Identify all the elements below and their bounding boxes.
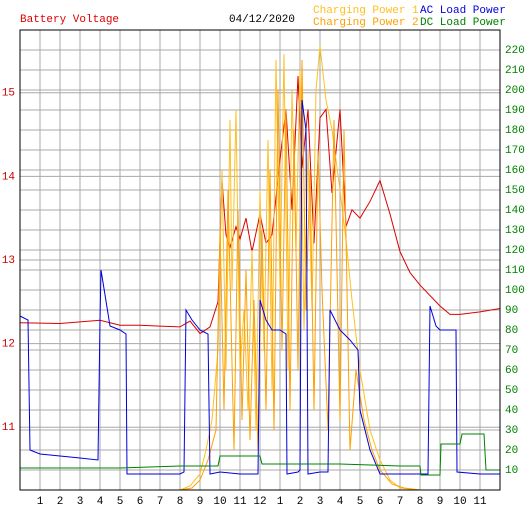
y2-tick-label: 140 (505, 205, 525, 217)
x-tick-label: 2 (57, 496, 64, 508)
x-tick-label: 11 (473, 496, 487, 508)
series-line (20, 59, 500, 491)
series-line (19, 75, 501, 335)
y-tick-label: 15 (2, 88, 15, 100)
y-tick-label: 11 (2, 422, 16, 434)
x-tick-label: 8 (417, 496, 424, 508)
y2-tick-label: 30 (505, 425, 518, 437)
y2-tick-label: 130 (505, 225, 525, 237)
y2-tick-label: 180 (505, 125, 525, 137)
x-tick-label: 7 (157, 496, 164, 508)
x-tick-label: 12 (253, 496, 266, 508)
y2-tick-label: 40 (505, 405, 518, 417)
legend-label: DC Load Power (420, 17, 506, 29)
x-tick-label: 5 (117, 496, 124, 508)
x-tick-label: 3 (317, 496, 324, 508)
x-tick-label: 8 (177, 496, 184, 508)
y2-tick-label: 160 (505, 165, 525, 177)
x-tick-label: 3 (77, 496, 84, 508)
series-line (19, 99, 500, 475)
x-tick-label: 6 (377, 496, 384, 508)
y2-tick-label: 120 (505, 245, 525, 257)
x-tick-label: 9 (437, 496, 444, 508)
y2-tick-label: 20 (505, 445, 518, 457)
y2-tick-label: 170 (505, 145, 525, 157)
y2-tick-label: 50 (505, 385, 518, 397)
plot-frame (19, 29, 501, 491)
y2-tick-label: 150 (505, 185, 525, 197)
legend-label: Charging Power 2 (313, 17, 419, 29)
x-tick-label: 7 (397, 496, 404, 508)
x-tick-label: 4 (337, 496, 344, 508)
y-tick-label: 12 (2, 339, 15, 351)
x-tick-label: 11 (233, 496, 247, 508)
y2-tick-label: 220 (505, 45, 525, 57)
x-tick-label: 2 (297, 496, 304, 508)
y2-tick-label: 190 (505, 105, 525, 117)
x-tick-label: 10 (213, 496, 226, 508)
y2-tick-label: 80 (505, 325, 518, 337)
series-line (20, 433, 500, 476)
x-tick-label: 1 (37, 496, 44, 508)
chart-title: 04/12/2020 (229, 14, 295, 26)
y2-tick-label: 210 (505, 65, 525, 77)
y2-tick-label: 60 (505, 365, 518, 377)
y2-tick-label: 110 (505, 265, 525, 277)
legend-label: AC Load Power (420, 5, 506, 17)
y2-tick-label: 100 (505, 285, 525, 297)
legend-label: Battery Voltage (20, 14, 119, 26)
y2-tick-label: 70 (505, 345, 518, 357)
x-tick-label: 5 (357, 496, 364, 508)
x-tick-label: 10 (453, 496, 466, 508)
x-tick-label: 6 (137, 496, 144, 508)
y-tick-label: 13 (2, 255, 15, 267)
legend-label: Charging Power 1 (313, 5, 419, 17)
series-line (20, 45, 500, 491)
x-tick-label: 9 (197, 496, 204, 508)
y-tick-label: 14 (2, 171, 16, 183)
y2-tick-label: 90 (505, 305, 518, 317)
y2-tick-label: 10 (505, 465, 518, 477)
x-tick-label: 1 (277, 496, 284, 508)
x-tick-label: 4 (97, 496, 104, 508)
y2-tick-label: 200 (505, 85, 525, 97)
